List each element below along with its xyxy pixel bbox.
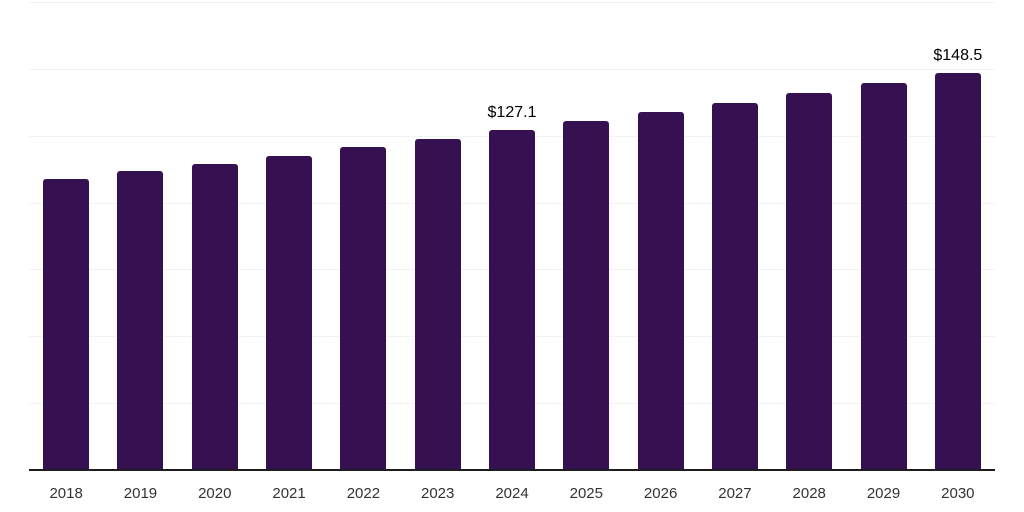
x-tick-2019: 2019 — [123, 485, 158, 502]
gridline-150 — [29, 68, 995, 70]
x-tick-2023: 2023 — [421, 485, 455, 502]
x-tick-2029: 2029 — [866, 485, 901, 502]
bar-2026[interactable] — [637, 111, 684, 470]
gridline-175 — [29, 2, 995, 3]
bar-2023[interactable] — [414, 138, 461, 470]
x-tick-2030: 2030 — [941, 485, 975, 502]
x-tick-2028: 2028 — [792, 485, 826, 502]
x-tick-2027: 2027 — [718, 485, 752, 502]
bar-2027[interactable] — [711, 102, 758, 470]
value-label-2030: $148.5 — [933, 46, 983, 64]
bar-2024[interactable] — [489, 130, 535, 470]
bar-2030[interactable] — [934, 72, 981, 470]
x-tick-2021: 2021 — [272, 485, 306, 502]
bar-2019[interactable] — [117, 171, 164, 470]
value-label-2024: $127.1 — [487, 104, 537, 122]
x-tick-2025: 2025 — [569, 485, 603, 502]
bar-2022[interactable] — [340, 147, 387, 470]
bar-2020[interactable] — [191, 163, 238, 470]
bar-2029[interactable] — [860, 83, 907, 470]
bar-2018[interactable] — [43, 179, 90, 470]
bar-2025[interactable] — [563, 121, 610, 470]
bar-2021[interactable] — [266, 155, 313, 470]
x-tick-2026: 2026 — [643, 485, 678, 502]
x-tick-2024: 2024 — [495, 485, 529, 502]
x-tick-2018: 2018 — [49, 485, 83, 502]
x-tick-2022: 2022 — [346, 485, 381, 502]
x-axis-line — [29, 469, 995, 471]
bar-2028[interactable] — [786, 92, 833, 470]
x-tick-2020: 2020 — [198, 485, 232, 502]
